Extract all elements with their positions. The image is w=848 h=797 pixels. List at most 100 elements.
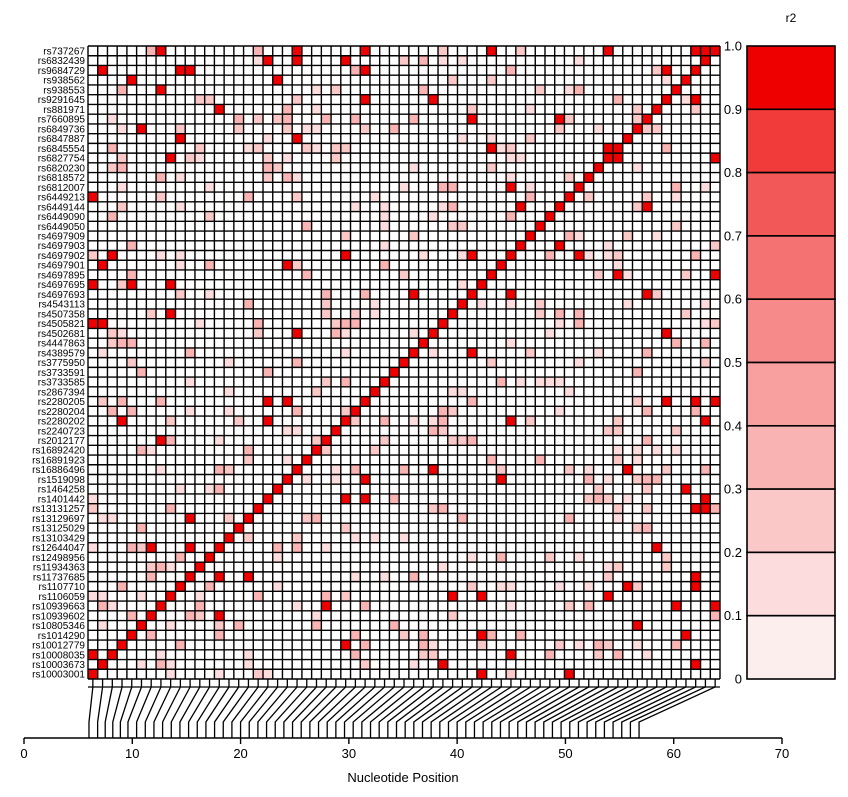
ld-cell — [583, 601, 594, 611]
position-connector — [378, 679, 425, 738]
ld-cell — [651, 289, 662, 300]
ld-cell — [136, 123, 147, 134]
ld-cell — [700, 357, 711, 368]
ld-cell — [399, 269, 409, 280]
ld-cell — [700, 493, 711, 504]
ld-cell — [175, 250, 186, 261]
ld-cell — [136, 542, 147, 553]
ld-cell — [117, 640, 127, 650]
ld-cell — [360, 65, 370, 76]
ld-cell — [117, 328, 127, 339]
position-connector — [517, 679, 580, 738]
ld-cell — [117, 396, 127, 407]
ld-cell — [486, 46, 497, 56]
ld-cell — [690, 396, 701, 407]
ld-cell — [632, 581, 643, 592]
ld-cell — [690, 581, 701, 592]
ld-cell — [515, 630, 526, 641]
position-connector — [534, 679, 600, 738]
ld-cell — [146, 562, 157, 572]
ld-cell — [622, 269, 633, 280]
ld-cell — [632, 620, 643, 631]
ld-cell — [700, 46, 711, 56]
ld-cell — [408, 571, 419, 582]
ld-cell — [175, 260, 186, 270]
ld-cell — [486, 143, 497, 154]
ld-cell — [214, 464, 225, 475]
ld-cell — [146, 542, 157, 553]
ld-cell — [496, 260, 507, 270]
ld-cell — [438, 201, 448, 212]
position-connector — [482, 679, 541, 738]
ld-cell — [700, 503, 711, 514]
ld-cell — [515, 201, 526, 212]
ld-cell — [622, 231, 633, 241]
ld-cell — [632, 367, 643, 378]
ld-cell — [457, 221, 468, 232]
ld-cell — [340, 231, 351, 241]
snp-label: rs2280205 — [38, 397, 86, 408]
ld-cell — [301, 455, 312, 465]
position-connector — [560, 679, 629, 738]
ld-cell — [107, 513, 118, 524]
ld-cell — [632, 640, 643, 650]
ld-cell — [642, 201, 652, 212]
ld-cell — [438, 503, 448, 514]
ld-cell — [331, 153, 341, 163]
ld-cell — [408, 659, 419, 670]
ld-cell — [175, 201, 186, 212]
ld-cell — [476, 640, 487, 650]
ld-cell — [263, 493, 273, 504]
position-connector — [395, 679, 444, 738]
ld-cell — [107, 338, 118, 348]
ld-cell — [574, 55, 584, 66]
position-connector — [231, 679, 259, 738]
ld-cell — [88, 318, 98, 329]
ld-cell — [700, 182, 711, 193]
snp-label: rs10003001 — [32, 670, 85, 681]
ld-cell — [292, 94, 302, 105]
ld-cell — [156, 396, 166, 407]
ld-cell — [301, 513, 312, 524]
legend-tick-label: 1.0 — [724, 39, 742, 54]
ld-cell — [593, 493, 604, 504]
ld-cell — [457, 435, 468, 446]
ld-cell — [535, 221, 545, 232]
ld-cell — [97, 347, 108, 358]
position-connector — [88, 679, 94, 738]
ld-cell — [282, 260, 293, 270]
ld-cell — [360, 94, 370, 105]
ld-cell — [681, 94, 691, 105]
ld-cell — [340, 55, 351, 66]
ld-cell — [418, 55, 429, 66]
ld-cell — [438, 416, 448, 426]
ld-cell — [214, 542, 225, 553]
ld-cell — [651, 123, 662, 134]
ld-cell — [389, 620, 400, 631]
ld-cell — [583, 493, 594, 504]
legend-title: r2 — [786, 11, 797, 25]
ld-cell — [243, 299, 254, 309]
snp-label: rs6818572 — [38, 173, 86, 184]
ld-cell — [194, 601, 205, 611]
position-connector — [551, 679, 619, 738]
ld-cell — [632, 123, 643, 134]
ld-cell — [651, 65, 662, 76]
ld-cell — [535, 455, 545, 465]
ld-cell — [107, 406, 118, 417]
ld-cell — [651, 474, 662, 485]
ld-cell — [185, 513, 195, 524]
ld-cell — [506, 172, 516, 183]
ld-cell — [379, 221, 390, 232]
snp-label: rs4697693 — [38, 290, 86, 301]
ld-cell — [525, 416, 536, 426]
ld-cell — [194, 94, 205, 105]
position-connector — [361, 679, 405, 738]
ld-cell — [331, 474, 341, 485]
ld-cell — [554, 308, 565, 319]
snp-label: rs1106059 — [38, 592, 85, 603]
ld-cell — [156, 659, 166, 670]
position-connector — [135, 679, 152, 738]
ld-cell — [243, 455, 254, 465]
